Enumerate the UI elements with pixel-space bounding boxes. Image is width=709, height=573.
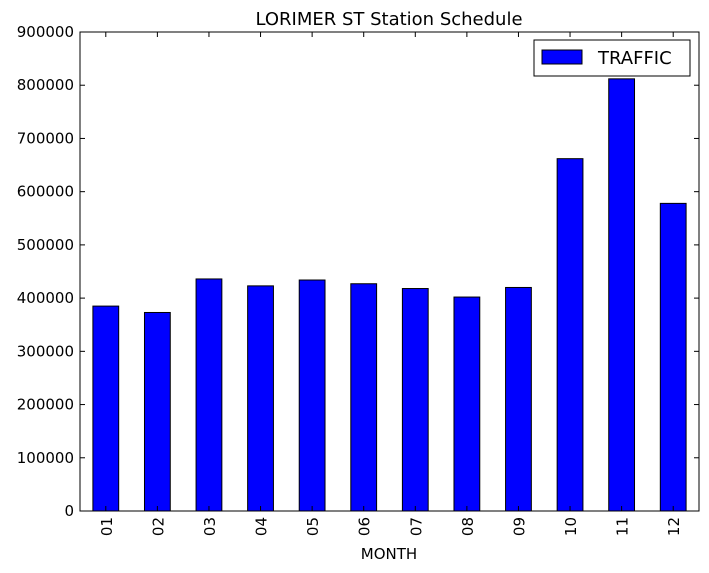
y-tick-label-400000: 400000 [17, 289, 74, 307]
y-tick-label-0: 0 [64, 502, 74, 520]
legend: TRAFFIC [533, 39, 691, 77]
bar-03 [195, 278, 223, 512]
bar-02 [143, 311, 171, 512]
y-tick-label-900000: 900000 [17, 23, 74, 41]
bar-07 [401, 288, 429, 512]
x-tick-label-04: 04 [253, 517, 271, 536]
legend-label-traffic: TRAFFIC [597, 48, 672, 69]
y-tick-label-100000: 100000 [17, 449, 74, 467]
x-tick-label-06: 06 [356, 517, 374, 536]
y-tick-label-700000: 700000 [17, 129, 74, 147]
x-tick-label-11: 11 [614, 517, 632, 536]
x-axis-label: MONTH [361, 545, 417, 563]
bar-09 [505, 286, 532, 512]
bar-10 [556, 158, 584, 512]
x-tick-label-08: 08 [459, 517, 477, 536]
x-tick-label-10: 10 [562, 517, 580, 536]
bar-12 [659, 202, 687, 512]
x-tick-label-01: 01 [98, 517, 116, 536]
x-axis: 01 02 03 04 05 06 07 08 09 10 11 12 [98, 32, 683, 536]
y-tick-label-800000: 800000 [17, 76, 74, 94]
x-tick-label-07: 07 [407, 517, 425, 536]
bar-08 [453, 296, 481, 512]
y-tick-label-300000: 300000 [17, 342, 74, 360]
x-tick-label-05: 05 [304, 517, 322, 536]
y-tick-label-600000: 600000 [17, 183, 74, 201]
x-tick-label-09: 09 [510, 517, 528, 536]
y-tick-label-500000: 500000 [17, 236, 74, 254]
bar-11 [608, 78, 636, 512]
legend-swatch-traffic [541, 49, 583, 65]
y-tick-label-200000: 200000 [17, 396, 74, 414]
bar-04 [247, 285, 274, 512]
x-tick-label-02: 02 [149, 517, 167, 536]
bar-05 [298, 279, 326, 512]
bar-01 [92, 305, 120, 512]
plot-frame [79, 31, 700, 512]
bars-layer [92, 78, 687, 512]
chart-title: LORIMER ST Station Schedule [255, 9, 522, 30]
x-tick-label-12: 12 [665, 517, 683, 536]
bar-06 [350, 283, 378, 512]
x-tick-label-03: 03 [201, 517, 219, 536]
y-axis: 0 100000 200000 300000 400000 500000 600000 700… [17, 23, 699, 520]
